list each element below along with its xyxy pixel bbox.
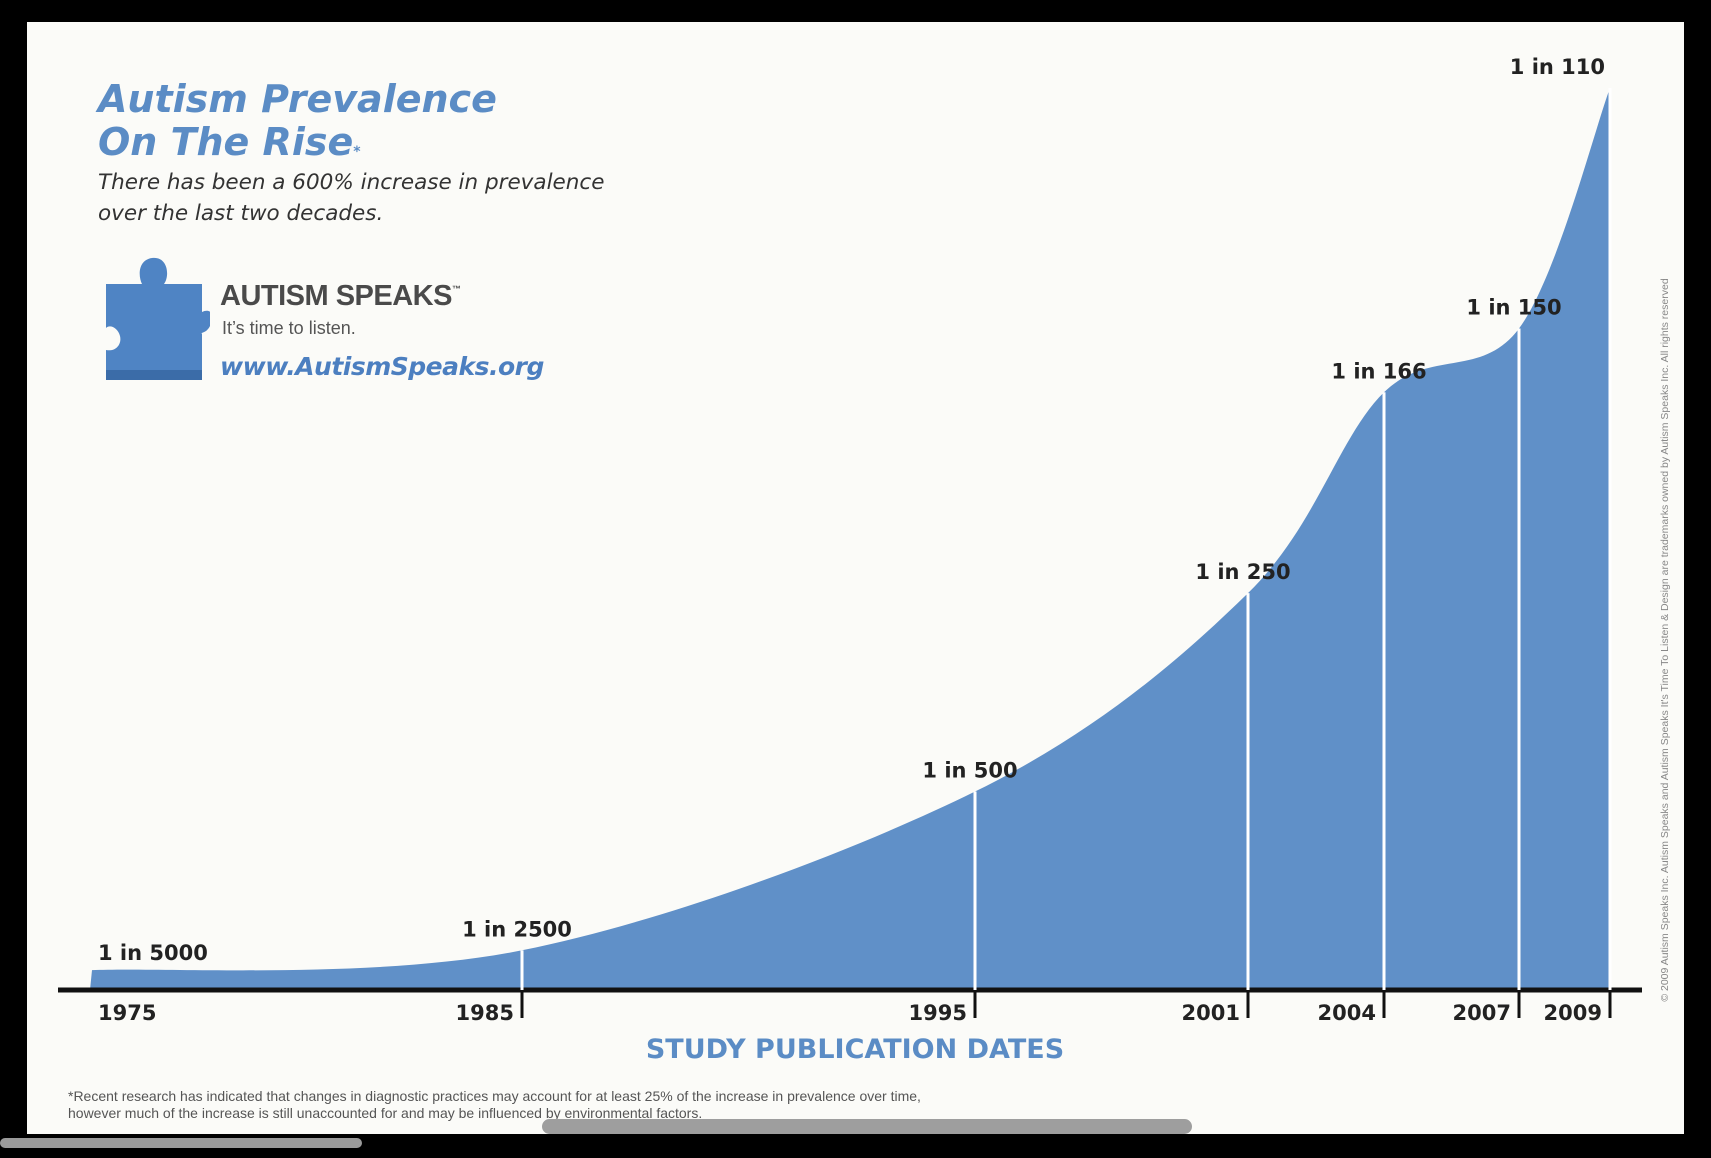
title-line-2: On The Rise bbox=[98, 120, 354, 164]
brand-tagline: It’s time to listen. bbox=[222, 318, 356, 338]
x-tick-label: 2004 bbox=[1318, 1001, 1376, 1025]
brand-website: www.AutismSpeaks.org bbox=[220, 352, 544, 381]
puzzle-piece-icon bbox=[106, 257, 210, 380]
data-label: 1 in 110 bbox=[1510, 55, 1605, 79]
copyright-notice: © 2009 Autism Speaks Inc. Autism Speaks … bbox=[1659, 278, 1671, 1002]
trademark-mark: ™ bbox=[451, 284, 461, 294]
footnote: *Recent research has indicated that chan… bbox=[68, 1088, 921, 1121]
x-tick-label: 2009 bbox=[1544, 1001, 1602, 1025]
title-asterisk: * bbox=[353, 144, 361, 160]
x-tick-label: 2001 bbox=[1182, 1001, 1240, 1025]
x-tick-label: 1985 bbox=[456, 1001, 514, 1025]
data-label: 1 in 166 bbox=[1331, 359, 1426, 383]
title-line-1: Autism Prevalence bbox=[98, 77, 497, 121]
data-label: 1 in 250 bbox=[1195, 560, 1290, 584]
data-label: 1 in 5000 bbox=[98, 941, 208, 965]
horizontal-scrollbar[interactable] bbox=[0, 1138, 362, 1148]
data-label: 1 in 500 bbox=[922, 759, 1017, 783]
prevalence-area bbox=[90, 88, 1610, 990]
chart-title: Autism Prevalence On The Rise* bbox=[98, 78, 497, 164]
data-label: 1 in 2500 bbox=[462, 917, 572, 941]
data-label: 1 in 150 bbox=[1466, 296, 1561, 320]
brand-name: AUTISM SPEAKS™ bbox=[220, 280, 461, 312]
scrollbar-thumb[interactable] bbox=[542, 1119, 1192, 1134]
x-axis-title: STUDY PUBLICATION DATES bbox=[646, 1034, 1064, 1065]
x-tick-label: 1995 bbox=[909, 1001, 967, 1025]
chart-subtitle: There has been a 600% increase in preval… bbox=[98, 170, 605, 226]
x-tick-label: 2007 bbox=[1453, 1001, 1511, 1025]
x-tick-label: 1975 bbox=[98, 1001, 156, 1025]
